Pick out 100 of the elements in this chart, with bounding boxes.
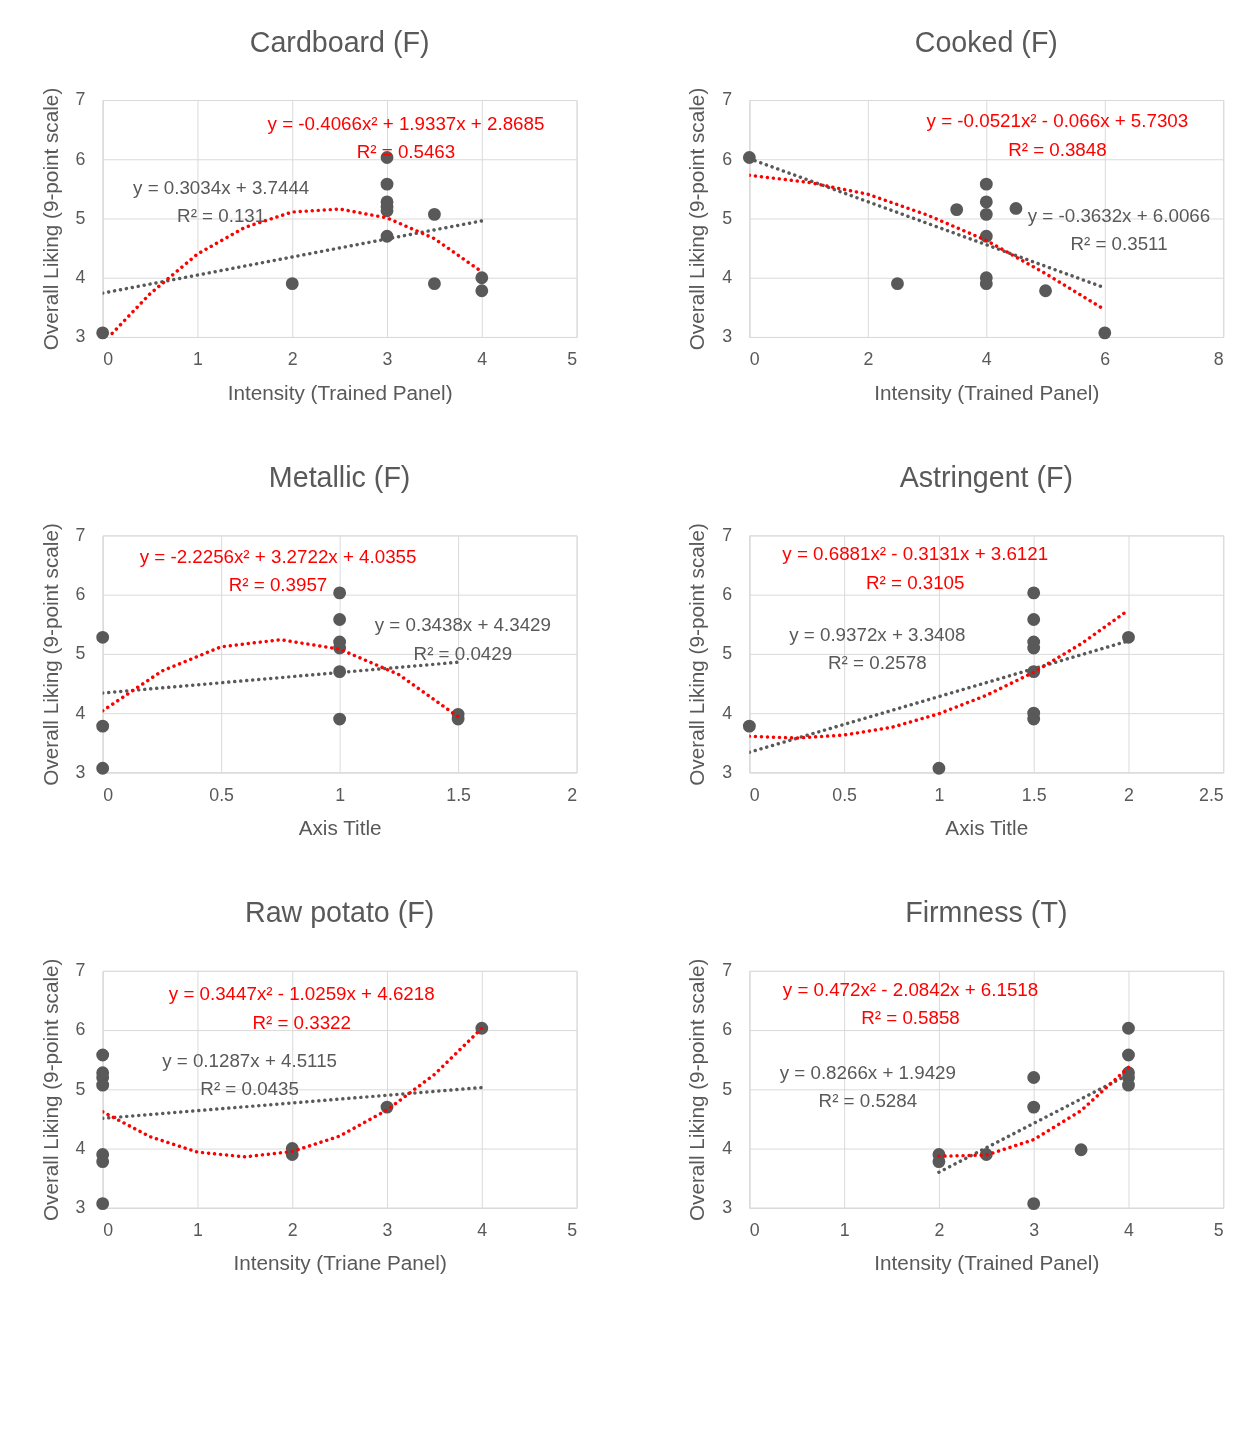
y-tick-label: 7	[75, 960, 86, 981]
annotation: R² = 0.131	[177, 205, 266, 227]
x-tick-label: 3	[382, 1219, 393, 1240]
x-tick-label: 0	[749, 349, 760, 370]
y-axis-title: Overall Liking (9-point scale)	[685, 523, 709, 786]
x-tick-label: 5	[1213, 1219, 1224, 1240]
annotation: y = 0.6881x² - 0.3131x + 3.6121	[782, 543, 1049, 565]
x-tick-label: 0.5	[832, 784, 858, 805]
x-tick-label: 2	[934, 1219, 945, 1240]
x-tick-label: 0.5	[209, 784, 235, 805]
x-axis-title: Axis Title	[945, 816, 1029, 840]
annotation: y = 0.1287x + 4.5115	[162, 1049, 337, 1071]
x-tick-label: 4	[1124, 1219, 1135, 1240]
annotation: R² = 0.3322	[252, 1011, 351, 1033]
x-tick-label: 1	[335, 784, 346, 805]
annotation: y = 0.472x² - 2.0842x + 6.1518	[782, 978, 1039, 1000]
annotation: y = -2.2256x² + 3.2722x + 4.0355	[139, 545, 417, 567]
x-tick-label: 6	[1100, 349, 1111, 370]
y-tick-label: 6	[722, 584, 733, 605]
y-axis-title: Overall Liking (9-point scale)	[38, 523, 62, 786]
annotation: R² = 0.2578	[828, 652, 927, 674]
annotation: R² = 0.5858	[861, 1007, 960, 1029]
y-tick-label: 5	[75, 1078, 86, 1099]
y-tick-label: 4	[75, 1137, 86, 1158]
y-tick-label: 6	[722, 148, 733, 169]
y-tick-label: 6	[722, 1019, 733, 1040]
x-tick-label: 0	[749, 784, 760, 805]
chart-title: Raw potato (F)	[244, 896, 435, 929]
x-axis-title: Axis Title	[298, 816, 382, 840]
x-axis-title: Intensity (Trained Panel)	[227, 380, 453, 404]
y-tick-label: 7	[722, 89, 733, 110]
y-tick-label: 4	[75, 702, 86, 723]
x-axis-title: Intensity (Triane Panel)	[233, 1251, 447, 1275]
x-tick-label: 4	[981, 349, 992, 370]
x-tick-label: 1	[193, 1219, 204, 1240]
y-tick-label: 4	[722, 702, 733, 723]
x-tick-label: 2	[567, 784, 578, 805]
x-tick-label: 3	[1029, 1219, 1040, 1240]
y-tick-label: 3	[722, 1197, 733, 1218]
y-axis-title: Overall Liking (9-point scale)	[685, 958, 709, 1222]
x-tick-label: 1	[934, 784, 945, 805]
chart-title: Firmness (T)	[905, 896, 1068, 929]
annotation: y = 0.8266x + 1.9429	[779, 1061, 956, 1083]
y-axis-title: Overall Liking (9-point scale)	[38, 87, 62, 351]
y-tick-label: 3	[75, 761, 86, 782]
y-tick-label: 7	[722, 524, 733, 545]
y-tick-label: 5	[722, 643, 733, 664]
chart-title: Astringent (F)	[899, 461, 1074, 493]
annotation: y = 0.9372x + 3.3408	[789, 623, 966, 645]
x-tick-label: 4	[477, 1219, 488, 1240]
x-tick-label: 5	[567, 1219, 578, 1240]
annotation: R² = 0.3511	[1070, 233, 1168, 255]
y-tick-label: 3	[75, 1197, 86, 1218]
x-tick-label: 4	[477, 349, 488, 370]
y-tick-label: 6	[75, 148, 86, 169]
annotation: R² = 0.3957	[228, 574, 328, 596]
x-axis-title: Intensity (Trained Panel)	[874, 380, 1100, 404]
x-tick-label: 1.5	[1021, 784, 1047, 805]
y-tick-label: 5	[722, 207, 733, 228]
y-tick-label: 5	[75, 643, 86, 664]
x-tick-label: 0	[103, 1219, 114, 1240]
chart-title: Cooked (F)	[914, 25, 1058, 58]
x-tick-label: 2.5	[1199, 784, 1224, 805]
x-tick-label: 0	[103, 784, 114, 805]
annotation: R² = 0.3848	[1008, 138, 1107, 160]
annotation: y = -0.3632x + 6.0066	[1027, 205, 1211, 227]
x-tick-label: 5	[567, 349, 578, 370]
annotation: y = 0.3447x² - 1.0259x + 4.6218	[168, 983, 435, 1005]
chart-title: Metallic (F)	[268, 461, 411, 493]
annotation: y = -0.0521x² - 0.066x + 5.7303	[926, 110, 1189, 132]
x-tick-label: 2	[287, 1219, 298, 1240]
y-tick-label: 4	[722, 1137, 733, 1158]
x-tick-label: 1	[839, 1219, 850, 1240]
y-tick-label: 3	[75, 326, 86, 347]
y-tick-label: 5	[722, 1078, 733, 1099]
annotation: y = 0.3438x + 4.3429	[374, 614, 551, 636]
y-axis-title: Overall Liking (9-point scale)	[38, 958, 62, 1222]
chart-title: Cardboard (F)	[249, 25, 430, 58]
x-tick-label: 0	[749, 1219, 760, 1240]
y-tick-label: 6	[75, 584, 86, 605]
x-tick-label: 1	[193, 349, 204, 370]
y-tick-label: 4	[722, 267, 733, 288]
x-tick-label: 3	[382, 349, 393, 370]
y-axis-title: Overall Liking (9-point scale)	[685, 87, 709, 351]
y-tick-label: 7	[722, 960, 733, 981]
x-tick-label: 2	[287, 349, 298, 370]
y-tick-label: 7	[75, 89, 86, 110]
x-tick-label: 8	[1213, 349, 1224, 370]
x-tick-label: 2	[863, 349, 874, 370]
y-tick-label: 3	[722, 326, 733, 347]
annotation: y = -0.4066x² + 1.9337x + 2.8685	[267, 112, 545, 134]
y-tick-label: 6	[75, 1019, 86, 1040]
annotation: R² = 0.0435	[200, 1078, 299, 1100]
annotation: R² = 0.5284	[818, 1090, 918, 1112]
x-axis-title: Intensity (Trained Panel)	[874, 1251, 1100, 1275]
annotation: R² = 0.3105	[865, 571, 965, 593]
x-tick-label: 1.5	[446, 784, 472, 805]
y-tick-label: 3	[722, 761, 733, 782]
y-tick-label: 5	[75, 207, 86, 228]
x-tick-label: 2	[1124, 784, 1134, 805]
